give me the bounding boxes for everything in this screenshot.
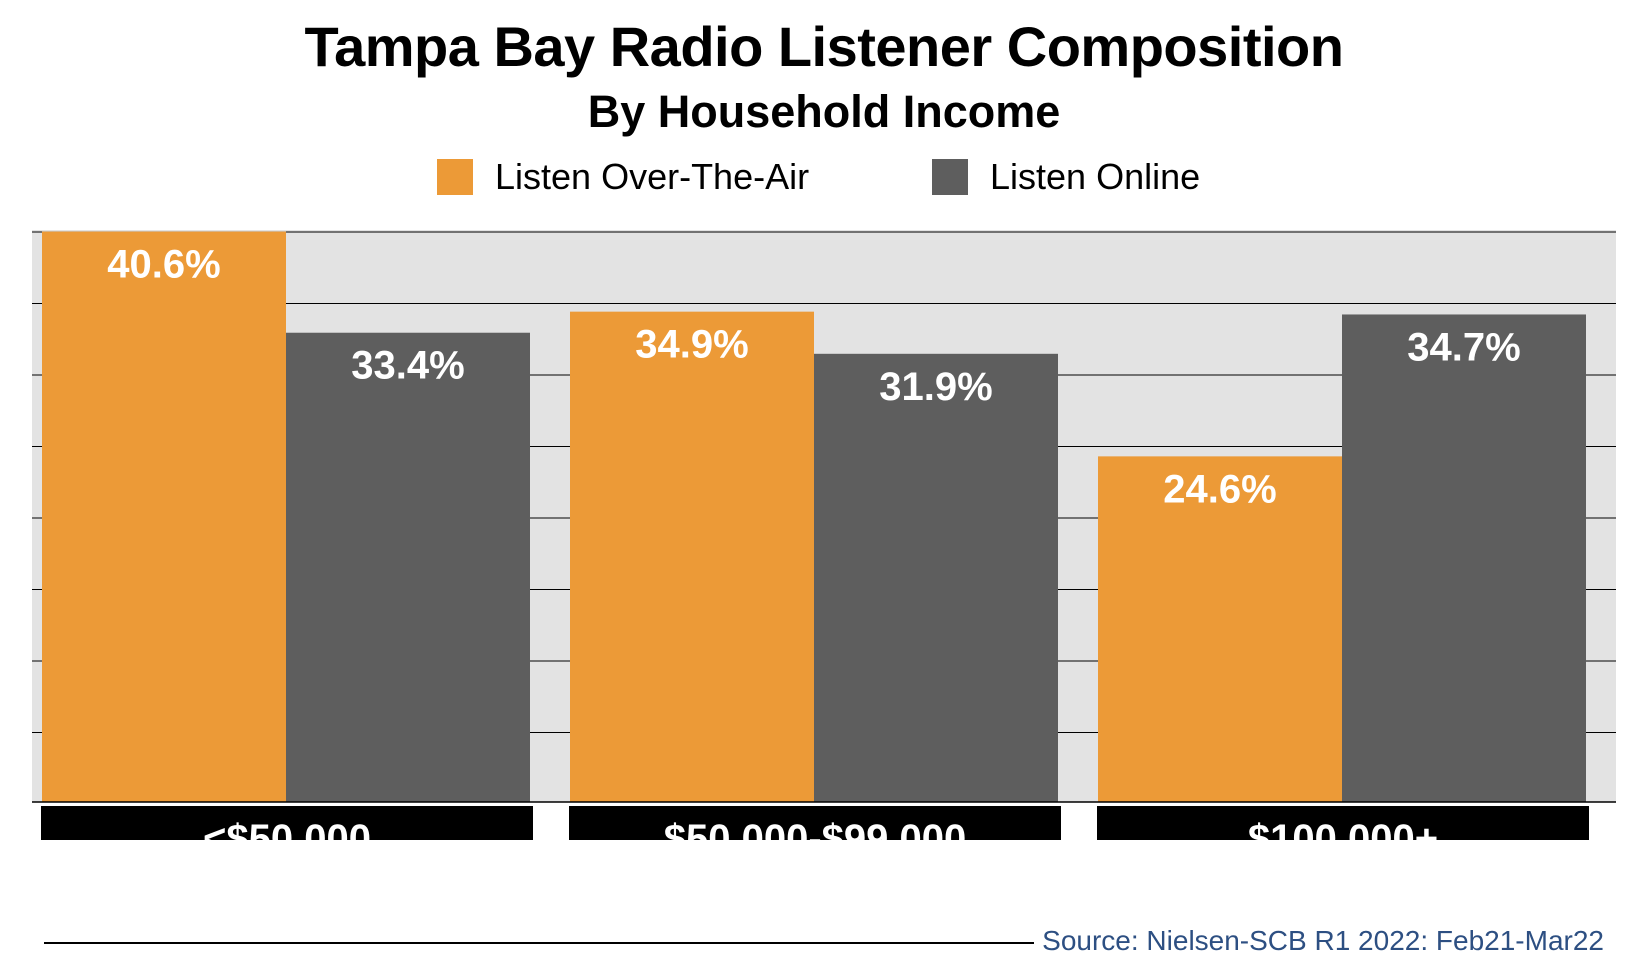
legend-label-over-the-air: Listen Over-The-Air — [495, 156, 810, 197]
data-label: 24.6% — [1163, 467, 1276, 511]
bar-over-the-air-2 — [1098, 456, 1342, 802]
bar-over-the-air-1 — [570, 311, 814, 802]
data-label: 40.6% — [107, 243, 220, 287]
category-label: $100,000+ — [1248, 817, 1438, 840]
chart-legend: Listen Over-The-Air Listen Online — [0, 152, 1648, 202]
bar-online-2 — [1342, 314, 1586, 802]
bar-over-the-air-0 — [42, 231, 286, 802]
legend-item-online: Listen Online — [932, 152, 1200, 202]
data-label: 31.9% — [879, 365, 992, 409]
bar-online-1 — [814, 353, 1058, 802]
data-label: 34.9% — [635, 323, 748, 367]
bar-online-0 — [286, 332, 530, 802]
legend-item-over-the-air: Listen Over-The-Air — [437, 152, 809, 202]
data-label: 33.4% — [351, 344, 464, 388]
chart-title: Tampa Bay Radio Listener Composition — [304, 15, 1344, 78]
data-label: 34.7% — [1407, 325, 1520, 369]
chart-subtitle: By Household Income — [587, 86, 1061, 137]
category-label: <$50,000 — [203, 817, 371, 840]
legend-label-online: Listen Online — [990, 156, 1201, 197]
legend-swatch-over-the-air — [437, 159, 473, 195]
category-label-box — [1097, 806, 1589, 840]
source-divider — [44, 942, 1034, 944]
category-label-box — [41, 806, 533, 840]
legend-swatch-online — [932, 159, 968, 195]
category-label-box — [569, 806, 1061, 840]
bar-chart-plot: 40.6% 33.4% <$50,000 34.9% 31.9% $50,000-$99,… — [32, 230, 1616, 840]
category-label: $50,000-$99,000 — [664, 817, 967, 840]
source-note: Source: Nielsen-SCB R1 2022: Feb21-Mar22 — [1042, 925, 1604, 956]
